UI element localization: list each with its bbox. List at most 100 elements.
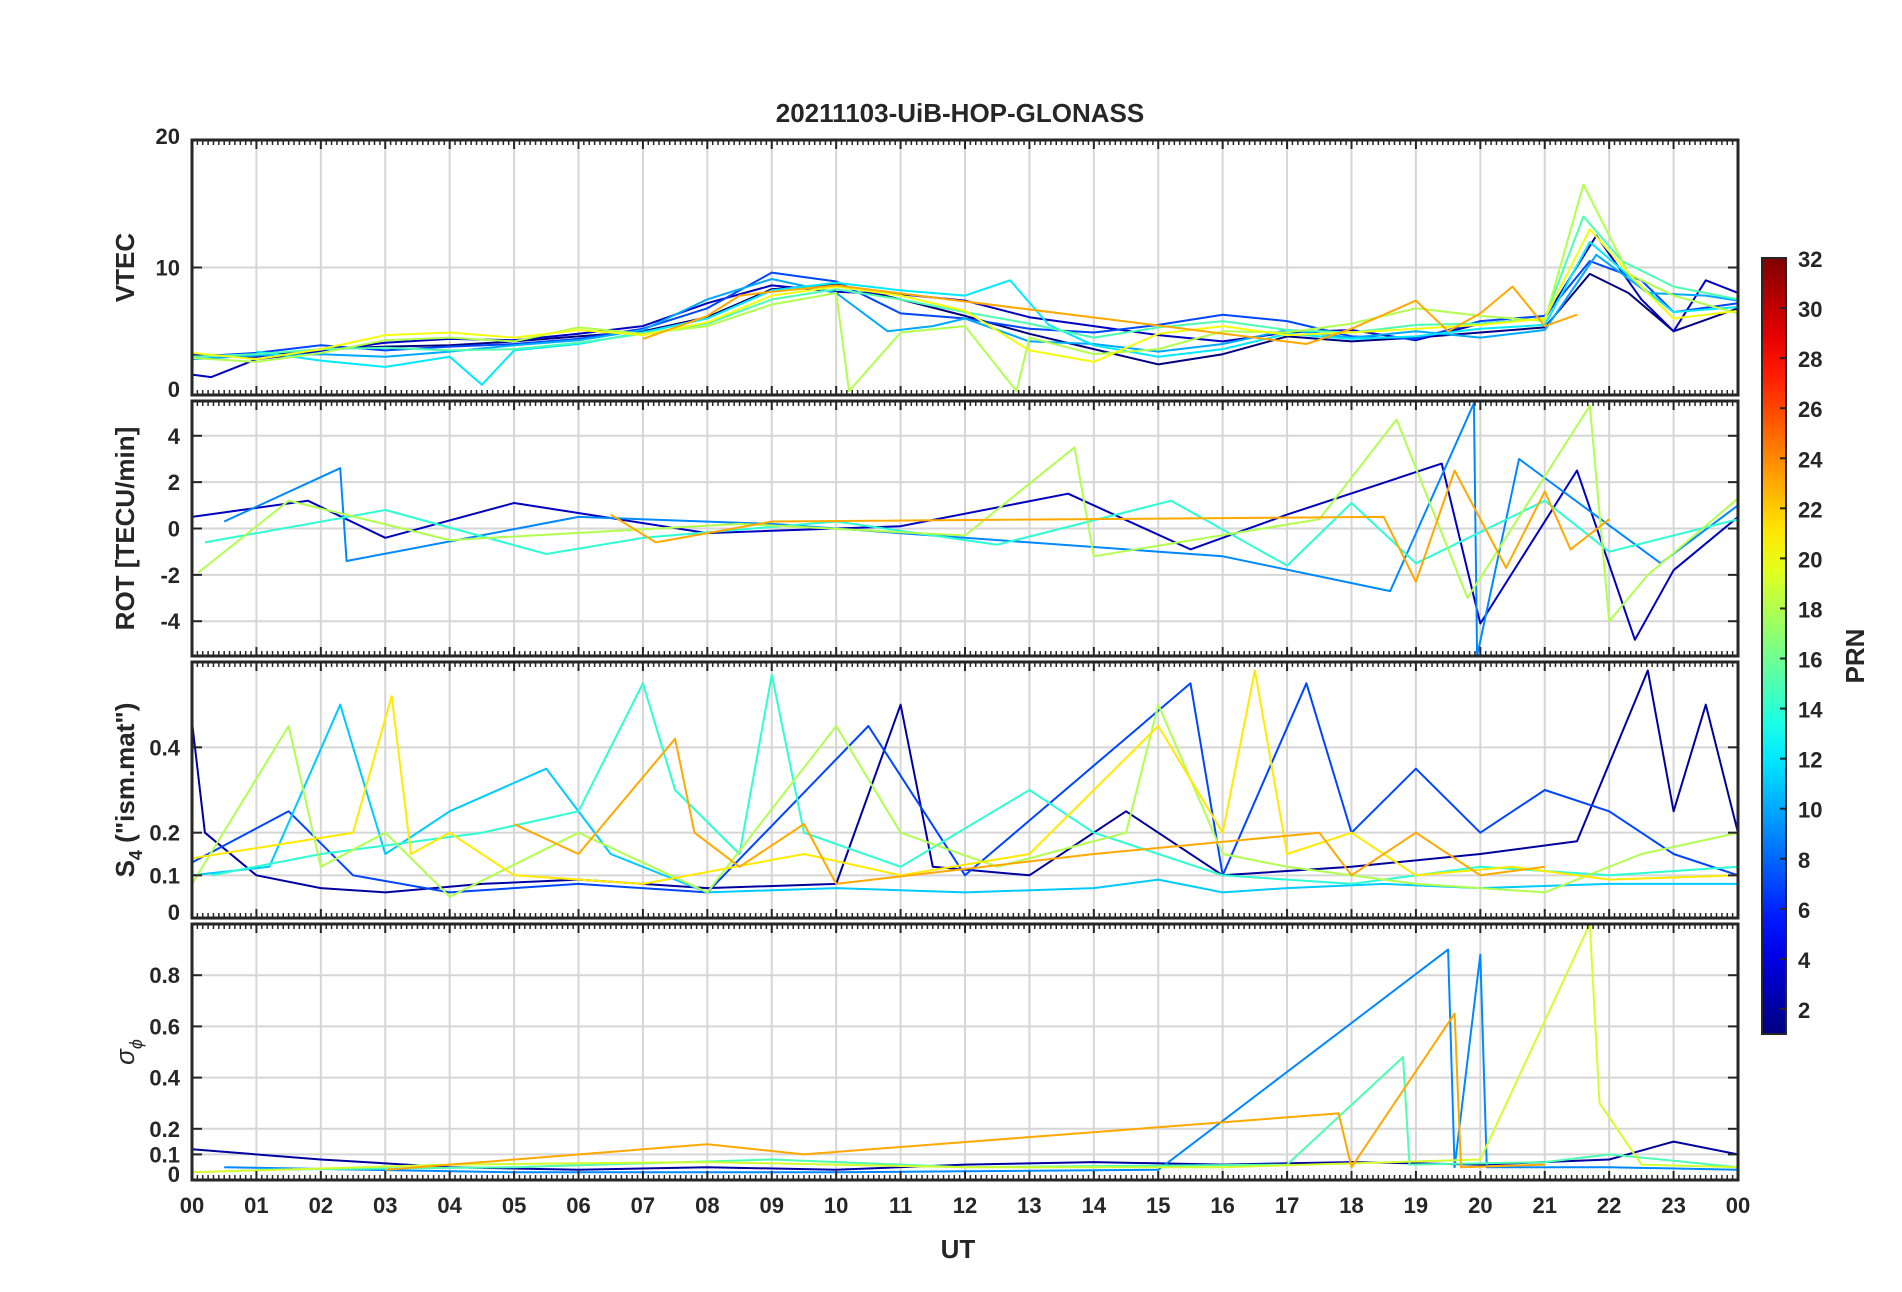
x-tick-label: 00 — [1726, 1193, 1750, 1218]
colorbar-tick-label: 18 — [1798, 597, 1822, 622]
colorbar-tick-label: 16 — [1798, 648, 1822, 673]
axes-frame — [190, 660, 1740, 920]
y-tick-label: -2 — [160, 563, 180, 588]
y-tick-label: 0.2 — [149, 821, 180, 846]
colorbar-gradient — [1761, 257, 1787, 1035]
y-axis-title: σϕ — [110, 1039, 146, 1065]
x-tick-label: 19 — [1404, 1193, 1428, 1218]
y-tick-label: -4 — [160, 609, 180, 634]
x-tick-label: 01 — [244, 1193, 268, 1218]
series-line-prn-23 — [385, 1012, 1545, 1171]
colorbar-label: PRN — [1840, 629, 1870, 684]
series-line-prn-7 — [192, 260, 1738, 358]
x-tick-label: 18 — [1339, 1193, 1363, 1218]
series-line-prn-18 — [192, 183, 1738, 393]
colorbar-tick-label: 8 — [1798, 848, 1810, 873]
colorbar-tick-label: 14 — [1798, 698, 1823, 723]
series-line-prn-3 — [192, 462, 1738, 641]
chart-title: 20211103-UiB-HOP-GLONASS — [776, 98, 1144, 128]
x-tick-label: 09 — [760, 1193, 784, 1218]
x-tick-label: 15 — [1146, 1193, 1170, 1218]
colorbar-tick-label: 26 — [1798, 397, 1822, 422]
series-line-prn-2 — [192, 669, 1738, 894]
colorbar-tick-label: 6 — [1798, 898, 1810, 923]
x-tick-label: 05 — [502, 1193, 526, 1218]
x-tick-label: 11 — [889, 1193, 912, 1218]
x-tick-label: 10 — [824, 1193, 848, 1218]
series-group — [192, 183, 1738, 393]
y-axis-title: ROT [TECU/min] — [110, 427, 140, 631]
x-tick-label: 00 — [180, 1193, 204, 1218]
colorbar-tick-label: 20 — [1798, 547, 1822, 572]
y-tick-label: 0.6 — [149, 1014, 180, 1039]
y-tick-label: 20 — [156, 124, 180, 149]
series-line-prn-23 — [642, 284, 1578, 345]
x-tick-label: 02 — [309, 1193, 333, 1218]
series-line-prn-18 — [192, 703, 1738, 898]
y-tick-label: 0.2 — [149, 1117, 180, 1142]
series-line-prn-23 — [513, 737, 1545, 885]
panel-s4: 0 0.1 0.2 0.4S4 ("ism.mat") — [110, 660, 1740, 925]
series-line-prn-9 — [223, 402, 1738, 656]
x-tick-label: 16 — [1210, 1193, 1234, 1218]
x-tick-label: 03 — [373, 1193, 397, 1218]
series-line-prn-20 — [192, 228, 1738, 363]
x-tick-label: 22 — [1597, 1193, 1621, 1218]
y-tick-label: 0 — [168, 377, 180, 402]
colorbar-tick-label: 4 — [1798, 948, 1811, 973]
colorbar-tick-label: 2 — [1798, 998, 1810, 1023]
x-axis-title: UT — [941, 1234, 976, 1264]
y-tick-label: 0.8 — [149, 963, 180, 988]
y-tick-label: 4 — [168, 424, 181, 449]
y-tick-label: 0 — [168, 517, 180, 542]
x-tick-label: 12 — [953, 1193, 977, 1218]
axes-frame — [190, 922, 1740, 1182]
series-line-prn-18 — [197, 404, 1738, 623]
axes-frame — [190, 399, 1740, 658]
panel-vtec: 0 10 20 VTEC — [110, 124, 1740, 402]
colorbar-tick-label: 28 — [1798, 347, 1822, 372]
series-line-prn-21 — [192, 669, 1738, 885]
y-tick-label: 10 — [156, 256, 180, 281]
series-line-prn-12 — [256, 241, 1738, 386]
colorbar-tick-label: 32 — [1798, 247, 1822, 272]
x-tick-label: 21 — [1533, 1193, 1557, 1218]
y-tick-label: 0 — [168, 900, 180, 925]
series-line-prn-7 — [192, 682, 1738, 894]
series-line-prn-14 — [204, 499, 1738, 567]
x-tick-label: 07 — [631, 1193, 655, 1218]
x-tick-label: 13 — [1017, 1193, 1041, 1218]
y-tick-label: 2 — [168, 470, 180, 495]
y-tick-label: 0.1 — [149, 863, 180, 888]
y-tick-label: 0 — [168, 1162, 180, 1187]
colorbar-tick-label: 24 — [1798, 447, 1823, 472]
series-line-prn-11 — [192, 703, 1738, 894]
series-line-prn-14 — [211, 673, 1738, 885]
panel-sigma_phi: 00.10.2 0.4 0.6 0.8 σϕ — [110, 922, 1740, 1187]
y-axis-title: VTEC — [110, 233, 140, 303]
series-group — [192, 402, 1738, 656]
x-tick-label: 20 — [1468, 1193, 1492, 1218]
y-tick-label: 0.4 — [149, 735, 180, 760]
colorbar-tick-label: 10 — [1798, 798, 1822, 823]
series-group — [192, 669, 1738, 898]
x-tick-label: 06 — [566, 1193, 590, 1218]
colorbar-tick-label: 12 — [1798, 748, 1822, 773]
x-tick-label: 08 — [695, 1193, 719, 1218]
series-group — [192, 924, 1738, 1174]
x-axis: 00 01 02 03 04 05 06 07 08 09 10 11 12 13 14 15 16 17 18 19… — [180, 1193, 1750, 1218]
y-tick-label: 0.1 — [149, 1142, 180, 1167]
axes-frame — [190, 138, 1740, 397]
panel-rot: -4 -2 0 2 4 ROT [TECU/min] — [110, 399, 1740, 658]
series-line-prn-1 — [192, 272, 1738, 366]
x-tick-label: 23 — [1661, 1193, 1685, 1218]
series-line-prn-9 — [224, 948, 1738, 1174]
y-tick-label: 0.4 — [149, 1066, 180, 1091]
x-tick-label: 17 — [1275, 1193, 1299, 1218]
x-tick-label: 04 — [437, 1193, 462, 1218]
y-axis-title: S4 ("ism.mat") — [110, 703, 146, 878]
x-tick-label: 14 — [1082, 1193, 1107, 1218]
